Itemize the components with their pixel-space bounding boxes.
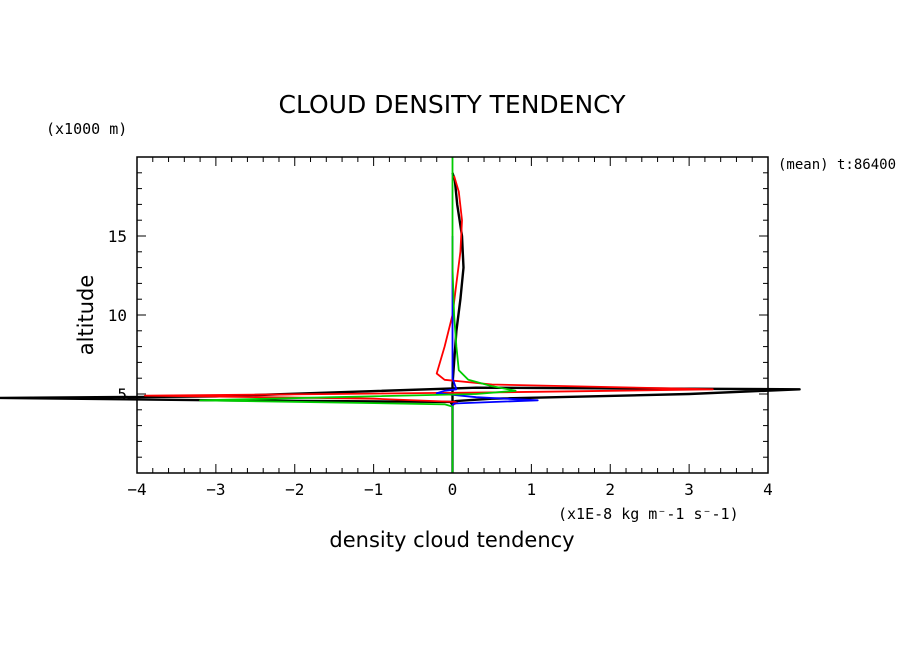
chart-title: CLOUD DENSITY TENDENCY <box>279 90 627 119</box>
x-axis-label: density cloud tendency <box>329 528 574 552</box>
x-tick-label: −4 <box>127 480 146 499</box>
x-tick-label: 1 <box>527 480 537 499</box>
series-line-3 <box>199 157 517 473</box>
y-tick-label: 10 <box>108 306 127 325</box>
x-units-label: (x1E-8 kg m⁻-1 s⁻-1) <box>558 505 739 523</box>
series-line-0 <box>0 172 801 473</box>
axis-tick-labels: −4 −3 −2 −1 0 1 2 3 4 5 10 15 <box>108 227 773 499</box>
x-tick-label: 4 <box>763 480 773 499</box>
x-tick-label: 0 <box>448 480 458 499</box>
series-layer <box>0 157 801 473</box>
plot-frame <box>136 156 769 474</box>
x-tick-label: −1 <box>364 480 383 499</box>
series-line-1 <box>143 175 714 473</box>
y-tick-label: 15 <box>108 227 127 246</box>
y-axis-label: altitude <box>74 275 98 356</box>
mean-time-annotation: (mean) t:86400 <box>778 157 896 173</box>
y-tick-label: 5 <box>117 385 127 404</box>
x-tick-label: −2 <box>285 480 304 499</box>
y-units-label: (x1000 m) <box>46 120 127 138</box>
x-tick-label: 3 <box>684 480 694 499</box>
x-tick-label: −3 <box>206 480 225 499</box>
x-tick-label: 2 <box>605 480 615 499</box>
